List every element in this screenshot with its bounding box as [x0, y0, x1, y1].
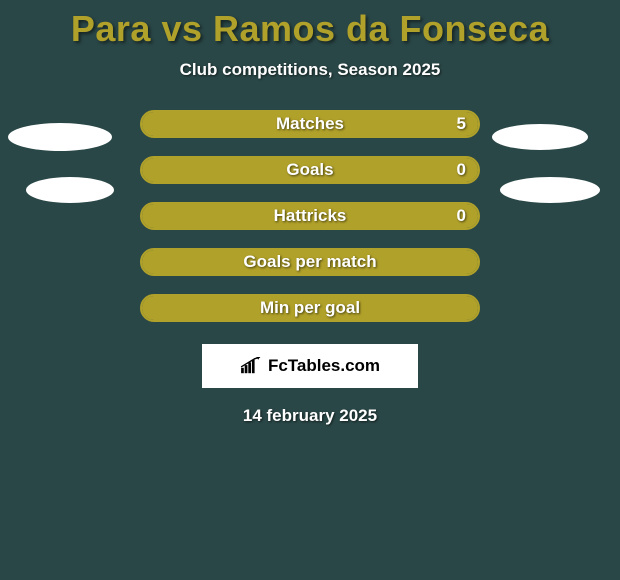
- stat-value-right: 0: [457, 156, 466, 184]
- stat-row: Min per goal: [140, 294, 480, 322]
- stat-bar: [140, 110, 480, 138]
- stat-bar-fill: [142, 204, 478, 228]
- stat-row: Goals0: [140, 156, 480, 184]
- stat-value-right: 0: [457, 202, 466, 230]
- stat-row: Matches5: [140, 110, 480, 138]
- stat-bar-fill: [142, 250, 478, 274]
- stat-value-right: 5: [457, 110, 466, 138]
- stat-bar: [140, 294, 480, 322]
- stat-bar: [140, 202, 480, 230]
- decorative-ellipse: [492, 124, 588, 150]
- brand-box: FcTables.com: [202, 344, 418, 388]
- subtitle: Club competitions, Season 2025: [0, 60, 620, 80]
- stat-bar-fill: [142, 112, 478, 136]
- stat-row: Goals per match: [140, 248, 480, 276]
- brand-text: FcTables.com: [268, 356, 380, 376]
- page-title: Para vs Ramos da Fonseca: [0, 0, 620, 50]
- stat-bar: [140, 248, 480, 276]
- footer-date: 14 february 2025: [0, 406, 620, 426]
- stats-container: Matches5 Goals0 Hattricks0 Goals per match M…: [140, 110, 480, 322]
- decorative-ellipse: [500, 177, 600, 203]
- stat-bar-fill: [142, 296, 478, 320]
- decorative-ellipse: [26, 177, 114, 203]
- decorative-ellipse: [8, 123, 112, 151]
- stat-bar-fill: [142, 158, 478, 182]
- stat-bar: [140, 156, 480, 184]
- bar-chart-icon: [240, 357, 262, 375]
- stat-row: Hattricks0: [140, 202, 480, 230]
